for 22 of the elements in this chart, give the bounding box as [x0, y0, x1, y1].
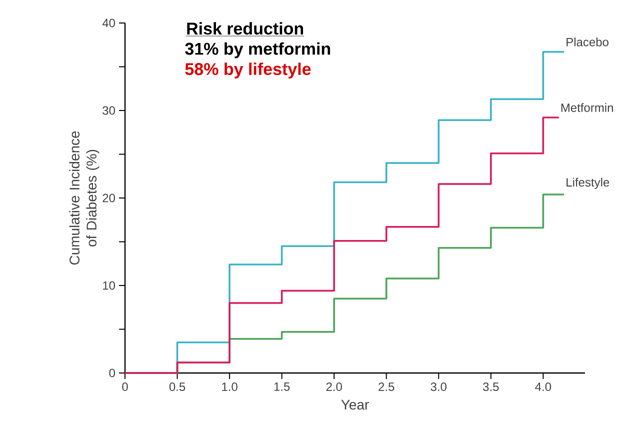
x-tick-label: 0: [122, 382, 128, 392]
x-tick-label: 1.0: [222, 382, 238, 392]
annotation: 58% by lifestyle: [185, 62, 311, 78]
y-tick-label: 40: [102, 18, 116, 28]
y-tick-label: 10: [103, 281, 116, 290]
x-tick-label: 0.5: [169, 382, 186, 392]
y-tick-label: 20: [102, 194, 116, 202]
x-tick-label: 4.0: [535, 382, 552, 392]
series-label: Placebo: [566, 38, 608, 46]
y-tick-label: 30: [102, 106, 116, 115]
chart-title: Risk reduction: [187, 22, 304, 35]
x-tick-label: 2.0: [326, 382, 342, 392]
x-tick-label: 2.5: [378, 382, 394, 392]
x-axis-title: Year: [341, 400, 369, 410]
annotation: 31% by metformin: [185, 42, 330, 58]
series-label: Lifestyle: [566, 178, 610, 189]
x-tick-label: 3.5: [483, 382, 499, 392]
y-axis-title: Cumulative Incidence of Diabetes (%): [69, 131, 100, 265]
x-tick-label: 1.5: [274, 382, 290, 391]
x-tick-label: 3.0: [430, 382, 447, 392]
series-label: Metformin: [561, 103, 613, 112]
y-tick-label: 0: [109, 368, 116, 378]
